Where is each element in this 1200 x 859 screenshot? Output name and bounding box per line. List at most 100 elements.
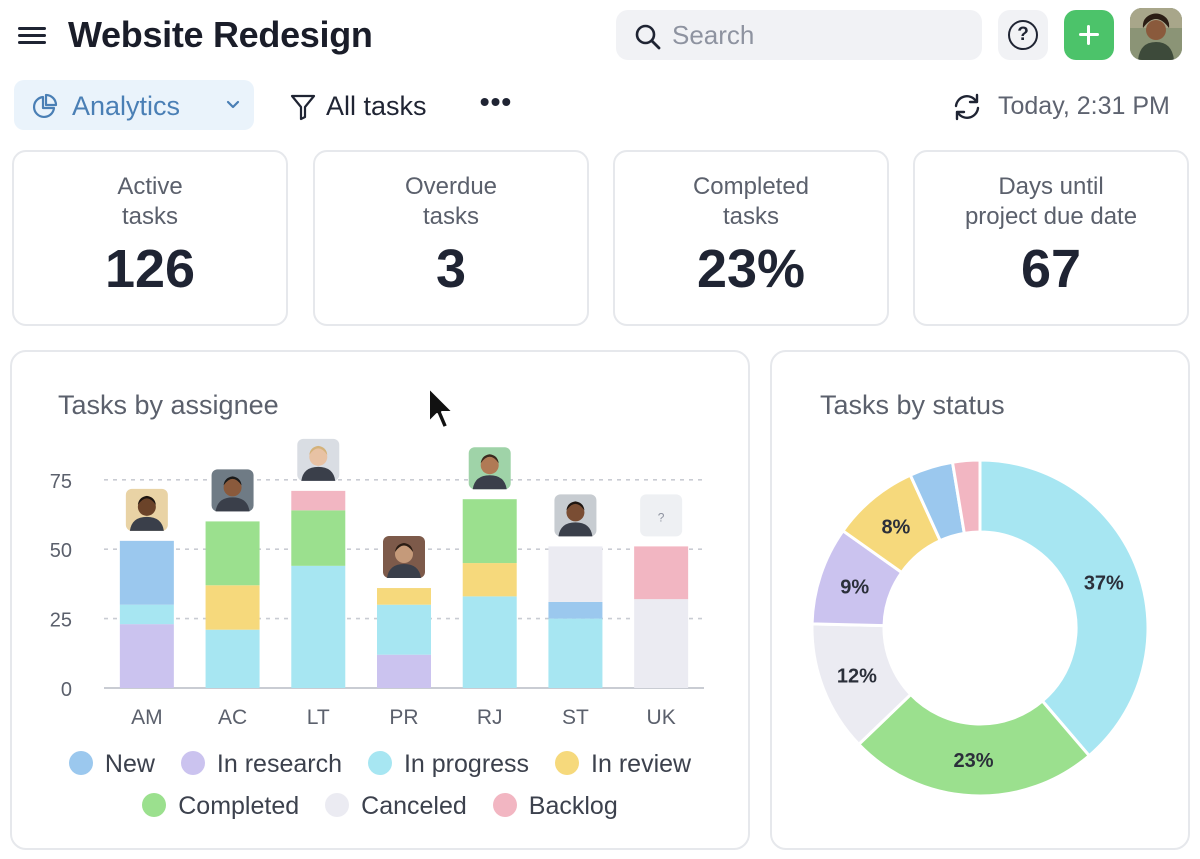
page-title: Website Redesign bbox=[68, 14, 373, 55]
stat-label: Active tasks bbox=[117, 173, 183, 230]
x-tick-label: AM bbox=[131, 706, 163, 729]
tasks-by-assignee-chart: 0 25 50 75 AM AC LT PR RJ ST UK? bbox=[50, 438, 704, 729]
bar-segment-in-progress[interactable] bbox=[377, 604, 431, 655]
more-options-button[interactable]: ••• bbox=[479, 86, 513, 117]
unknown-assignee-icon: ? bbox=[658, 510, 665, 524]
avatar[interactable] bbox=[1130, 8, 1182, 60]
slice-label: 9% bbox=[840, 576, 869, 598]
stat-value: 126 bbox=[104, 239, 196, 299]
search-input[interactable] bbox=[672, 16, 962, 54]
legend-label: In research bbox=[216, 750, 342, 778]
toolbar: Analytics All tasks ••• Today, 2:31 PM bbox=[0, 76, 1200, 132]
slice-label: 37% bbox=[1084, 572, 1124, 594]
bar-segment-in-review[interactable] bbox=[462, 563, 517, 597]
legend-swatch bbox=[555, 751, 580, 775]
legend-item-in-progress[interactable]: In progress bbox=[367, 750, 530, 779]
bar-segment-in-review[interactable] bbox=[377, 588, 431, 605]
legend-label: Canceled bbox=[361, 792, 467, 820]
legend-item-new[interactable]: New bbox=[68, 750, 155, 779]
stat-card-completed-tasks: Completed tasks 23% bbox=[613, 150, 889, 326]
legend-swatch bbox=[492, 793, 517, 817]
bar-segment-in-research[interactable] bbox=[119, 624, 174, 688]
bar-segment-completed[interactable] bbox=[205, 521, 260, 586]
filter-button[interactable]: All tasks bbox=[288, 80, 458, 130]
slice-label: 8% bbox=[881, 516, 910, 538]
tasks-by-status-chart: 37% 23% 12% 9% 8% bbox=[810, 458, 1150, 798]
bar-segment-canceled[interactable] bbox=[548, 546, 603, 602]
refresh-button[interactable]: Today, 2:31 PM bbox=[948, 80, 1188, 130]
add-button[interactable] bbox=[1064, 10, 1114, 60]
legend-label: Completed bbox=[178, 792, 300, 820]
filter-label: All tasks bbox=[326, 91, 427, 121]
assignee-avatar[interactable] bbox=[297, 438, 340, 481]
bar-segment-new[interactable] bbox=[548, 601, 603, 619]
legend-label: Backlog bbox=[528, 792, 618, 820]
donut-slice-backlog[interactable] bbox=[950, 458, 982, 536]
y-tick-label: 50 bbox=[50, 540, 72, 562]
view-selector-label: Analytics bbox=[72, 91, 181, 121]
legend-item-backlog[interactable]: Backlog bbox=[492, 792, 618, 821]
bar-segment-in-progress[interactable] bbox=[205, 629, 260, 688]
assignee-avatar[interactable] bbox=[468, 447, 511, 490]
slice-label: 23% bbox=[953, 750, 993, 772]
legend-swatch bbox=[367, 751, 392, 775]
x-tick-label: UK bbox=[647, 706, 676, 729]
legend-label: In progress bbox=[403, 750, 530, 778]
x-tick-label: AC bbox=[218, 706, 247, 729]
last-updated-text: Today, 2:31 PM bbox=[998, 92, 1170, 120]
search-icon bbox=[635, 24, 661, 50]
chevron-down-icon bbox=[226, 100, 240, 109]
x-tick-label: PR bbox=[389, 706, 418, 729]
bar-segment-backlog[interactable] bbox=[634, 546, 689, 600]
bar-segment-completed[interactable] bbox=[462, 499, 517, 564]
stat-value: 3 bbox=[435, 239, 467, 299]
chart-title: Tasks by status bbox=[820, 390, 1005, 420]
legend-swatch bbox=[68, 751, 93, 775]
stat-card-active-tasks: Active tasks 126 bbox=[12, 150, 288, 326]
bar-segment-new[interactable] bbox=[119, 540, 174, 605]
legend-item-in-research[interactable]: In research bbox=[180, 750, 342, 779]
y-tick-label: 75 bbox=[50, 471, 72, 493]
legend-swatch bbox=[142, 793, 167, 817]
tasks-by-status-panel: Tasks by status 37% 23% 12% 9% 8% bbox=[770, 350, 1190, 850]
menu-icon[interactable] bbox=[18, 24, 48, 48]
legend-label: In review bbox=[591, 750, 692, 778]
stat-card-overdue-tasks: Overdue tasks 3 bbox=[313, 150, 589, 326]
help-button[interactable]: ? bbox=[998, 10, 1048, 60]
assignee-avatar[interactable]: ? bbox=[640, 494, 683, 537]
bar-segment-canceled[interactable] bbox=[634, 599, 689, 688]
bar-segment-in-research[interactable] bbox=[377, 654, 431, 688]
bar-segment-in-progress[interactable] bbox=[548, 618, 603, 688]
view-selector[interactable]: Analytics bbox=[14, 80, 254, 130]
assignee-avatar[interactable] bbox=[125, 488, 168, 531]
donut-slice-in-progress[interactable] bbox=[978, 458, 1150, 758]
stat-label: Overdue tasks bbox=[404, 173, 498, 230]
stat-label: Days until project due date bbox=[964, 173, 1138, 230]
bar-segment-in-review[interactable] bbox=[205, 585, 260, 630]
search-box[interactable] bbox=[616, 10, 982, 60]
refresh-icon bbox=[954, 93, 980, 121]
pie-chart-icon bbox=[32, 93, 58, 119]
assignee-avatar[interactable] bbox=[211, 469, 254, 512]
legend-item-canceled[interactable]: Canceled bbox=[325, 792, 467, 821]
assignee-avatar[interactable] bbox=[554, 494, 597, 537]
help-icon: ? bbox=[1008, 20, 1038, 50]
slice-label: 12% bbox=[837, 666, 877, 688]
legend-item-in-review[interactable]: In review bbox=[555, 750, 691, 779]
chart-title: Tasks by assignee bbox=[58, 390, 279, 420]
x-tick-label: RJ bbox=[477, 706, 503, 729]
x-tick-label: ST bbox=[562, 706, 589, 729]
donut-slice-completed[interactable] bbox=[856, 692, 1092, 798]
bar-segment-completed[interactable] bbox=[291, 510, 346, 566]
header: Website Redesign ? bbox=[0, 0, 1200, 72]
legend-swatch bbox=[325, 793, 350, 817]
legend-label: New bbox=[104, 750, 155, 778]
bar-segment-in-progress[interactable] bbox=[462, 596, 517, 688]
legend-item-completed[interactable]: Completed bbox=[142, 792, 299, 821]
chart-legend: New In research In progress In review bbox=[12, 750, 748, 779]
bar-segment-backlog[interactable] bbox=[291, 490, 346, 511]
bar-segment-in-progress[interactable] bbox=[119, 604, 174, 625]
bar-segment-in-progress[interactable] bbox=[291, 565, 346, 688]
chart-legend-row-2: Completed Canceled Backlog bbox=[12, 792, 748, 821]
assignee-avatar[interactable] bbox=[383, 536, 425, 579]
